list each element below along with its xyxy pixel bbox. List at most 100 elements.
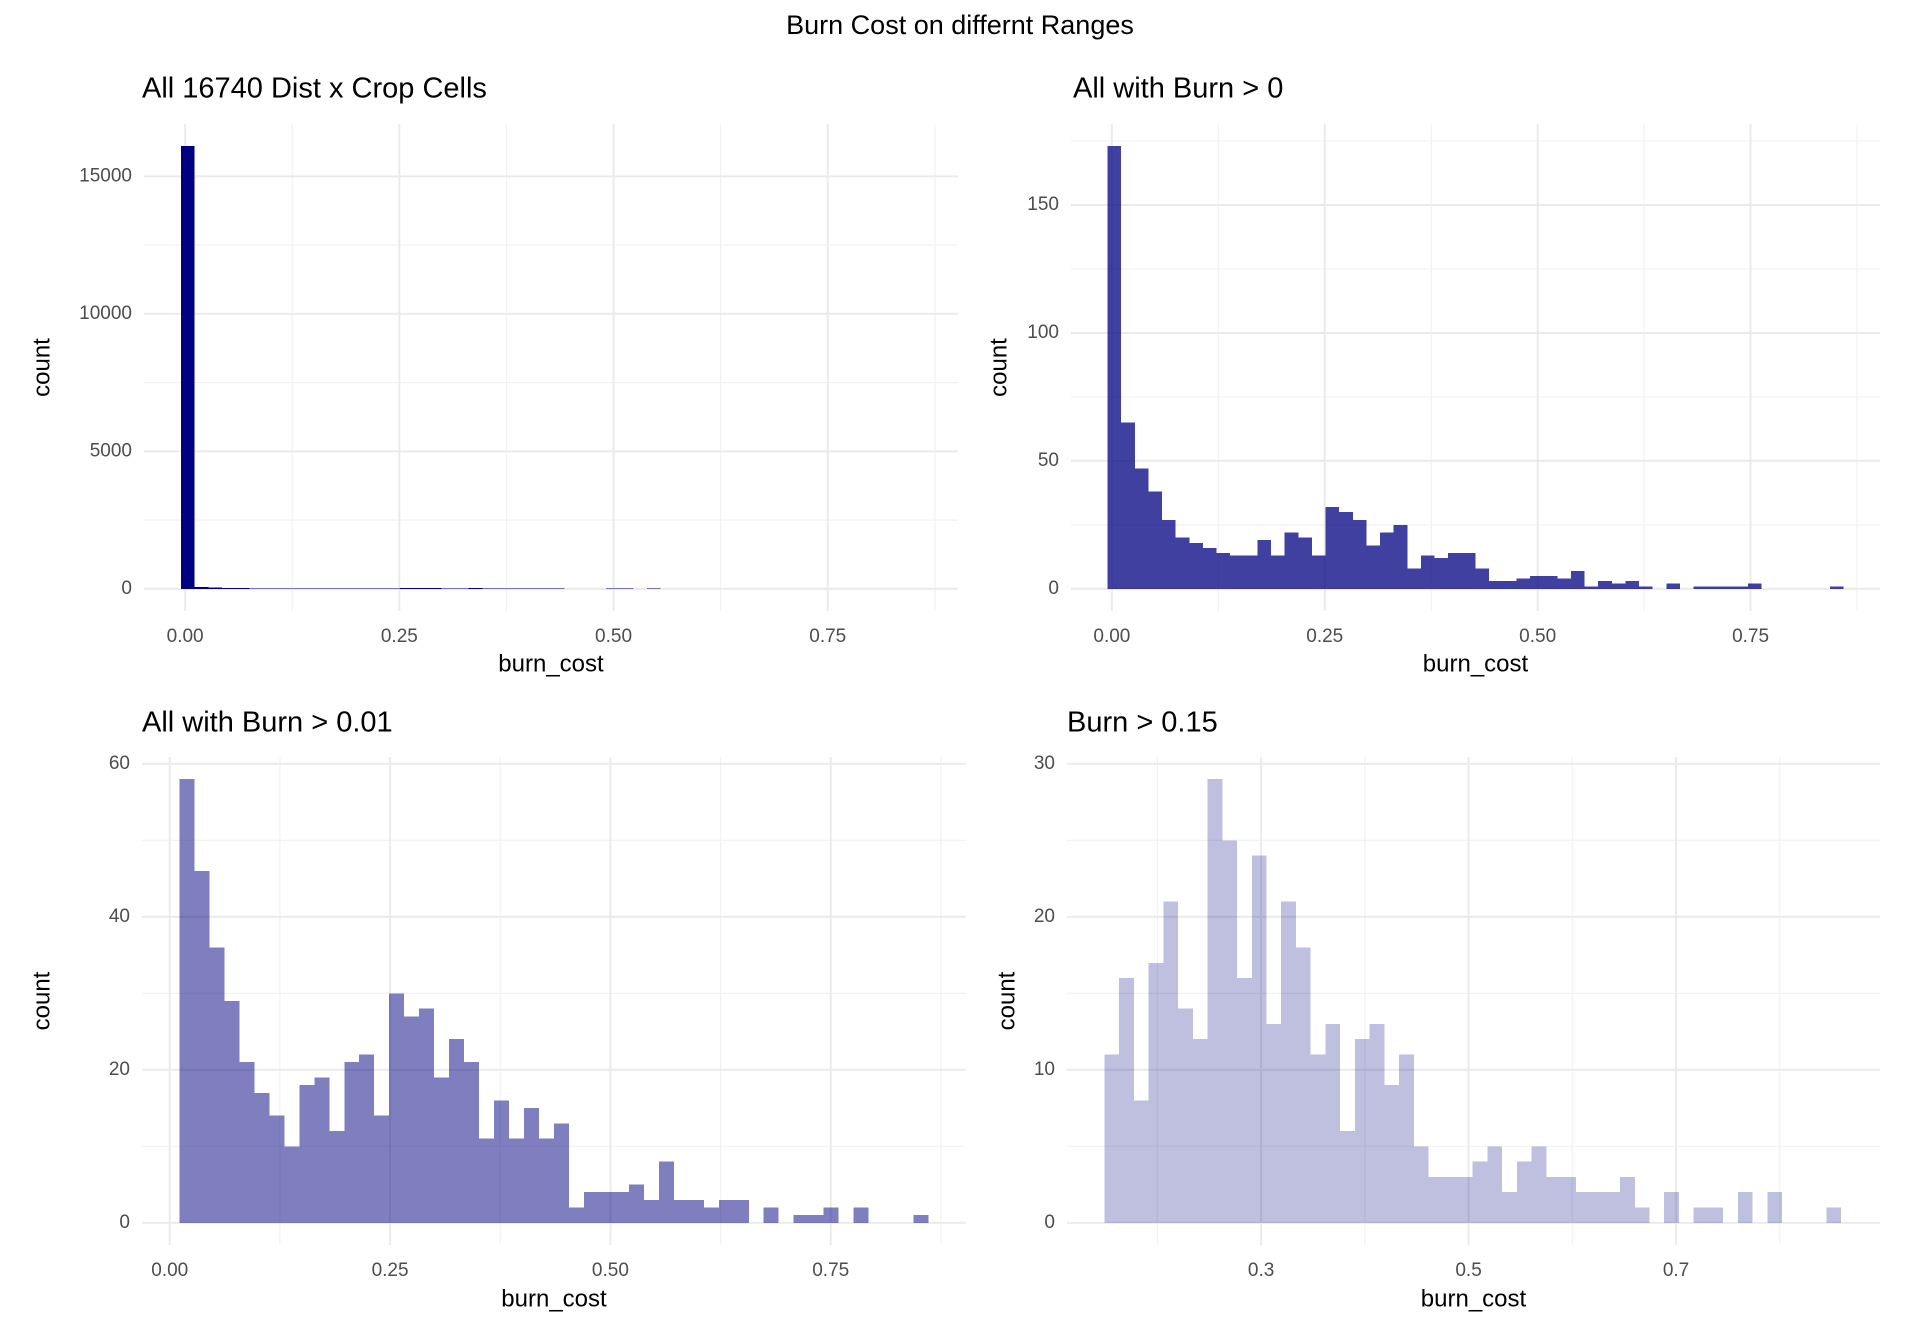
- bar: [455, 588, 469, 589]
- x-axis-title: burn_cost: [501, 1285, 607, 1312]
- bar: [1502, 1192, 1517, 1223]
- bar: [1298, 537, 1312, 589]
- bar: [239, 1062, 255, 1223]
- bar: [389, 993, 405, 1223]
- y-tick-label: 0: [119, 1212, 130, 1233]
- bar: [1119, 978, 1134, 1223]
- x-tick-label: 0.3: [1248, 1260, 1274, 1281]
- bar: [853, 1207, 869, 1223]
- bar: [524, 1108, 540, 1223]
- bar: [413, 588, 428, 589]
- x-tick-label: 0.75: [1732, 626, 1769, 647]
- bar: [1448, 553, 1462, 589]
- bar: [1598, 581, 1612, 589]
- bar: [1561, 1176, 1576, 1223]
- x-axis-title: burn_cost: [1423, 650, 1529, 677]
- bar: [1352, 519, 1367, 589]
- y-tick-label: 50: [1038, 450, 1059, 471]
- x-tick-label: 0.75: [809, 626, 846, 647]
- y-tick-label: 40: [109, 906, 130, 927]
- bar: [331, 588, 346, 589]
- bar: [1266, 1023, 1282, 1223]
- bar: [1575, 1192, 1591, 1223]
- bar: [494, 1100, 510, 1223]
- bar: [1516, 1161, 1532, 1223]
- panel-title: All 16740 Dist x Crop Cells: [142, 73, 487, 105]
- bar: [1434, 558, 1449, 589]
- bar: [1325, 506, 1340, 589]
- bar: [568, 1207, 584, 1223]
- bar: [1311, 555, 1326, 589]
- bar: [468, 588, 483, 589]
- bar: [1257, 540, 1272, 589]
- y-tick-label: 60: [109, 753, 130, 774]
- x-tick-label: 0.00: [1093, 626, 1130, 647]
- bar: [180, 146, 195, 589]
- bar: [1325, 1023, 1341, 1223]
- bar: [329, 1131, 345, 1223]
- bar: [464, 1062, 480, 1223]
- y-tick-label: 20: [109, 1059, 130, 1080]
- bar: [1475, 568, 1490, 589]
- bar: [1295, 947, 1311, 1223]
- bar: [509, 1138, 525, 1223]
- bar: [1133, 1100, 1149, 1223]
- bar: [1369, 1023, 1385, 1223]
- bar: [1121, 422, 1135, 589]
- bar: [1708, 1207, 1724, 1223]
- y-axis-title: count: [28, 338, 55, 397]
- bar: [1104, 1054, 1120, 1223]
- bar: [1216, 553, 1231, 589]
- bar: [1707, 586, 1721, 589]
- bar: [269, 1115, 285, 1223]
- bar: [688, 1199, 704, 1223]
- bar: [427, 588, 442, 589]
- bar: [479, 1138, 495, 1223]
- y-tick-label: 15000: [79, 165, 132, 186]
- x-tick-label: 0.00: [151, 1260, 188, 1281]
- bar: [673, 1199, 689, 1223]
- x-axis-title: burn_cost: [498, 650, 604, 677]
- bar: [1625, 581, 1640, 589]
- bar: [1107, 146, 1122, 589]
- bar: [1207, 779, 1223, 1223]
- bar: [1826, 1207, 1841, 1223]
- bar: [194, 587, 209, 589]
- bar: [208, 587, 222, 589]
- bar: [235, 588, 250, 589]
- y-tick-label: 0: [1044, 1212, 1055, 1233]
- bar: [1237, 978, 1252, 1223]
- bar: [1666, 583, 1680, 589]
- bar: [1134, 468, 1149, 589]
- x-axis-title: burn_cost: [1421, 1285, 1527, 1312]
- bar: [1720, 586, 1735, 589]
- bar: [1175, 537, 1190, 589]
- bar: [1162, 519, 1176, 589]
- bar: [628, 1184, 644, 1223]
- bar: [1570, 570, 1585, 589]
- bar: [299, 1085, 315, 1223]
- bar: [1664, 1192, 1679, 1223]
- bar: [1413, 1146, 1429, 1223]
- bar: [1590, 1192, 1606, 1223]
- bar: [1543, 576, 1558, 589]
- bar: [1639, 586, 1653, 589]
- y-axis-title: count: [985, 338, 1012, 397]
- bar: [1178, 1008, 1193, 1223]
- bar: [1767, 1192, 1783, 1223]
- bar: [1472, 1161, 1488, 1223]
- bar: [913, 1215, 929, 1223]
- bar: [1399, 1054, 1414, 1223]
- bar: [1222, 840, 1238, 1223]
- bar: [1829, 586, 1844, 589]
- bar: [1393, 524, 1408, 589]
- bar: [254, 1092, 270, 1223]
- bar: [539, 1138, 554, 1223]
- bar: [1148, 491, 1163, 589]
- bar: [372, 588, 387, 589]
- bar: [1502, 581, 1517, 589]
- bar: [1243, 555, 1258, 589]
- bar: [1202, 547, 1217, 589]
- bar: [1407, 568, 1421, 589]
- bar: [194, 870, 210, 1223]
